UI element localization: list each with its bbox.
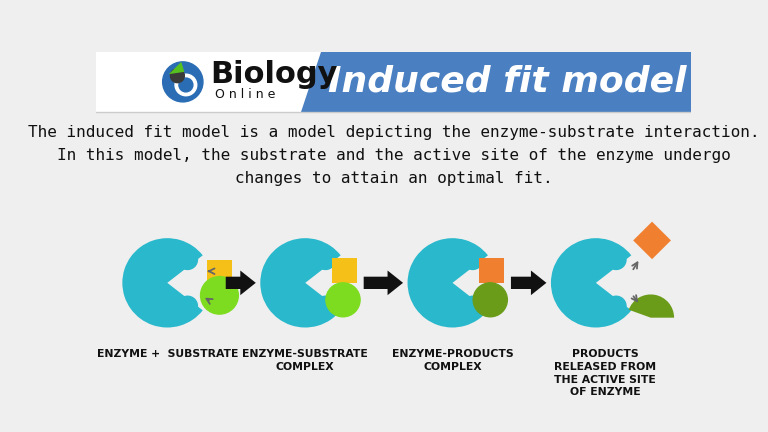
FancyArrow shape <box>511 270 546 295</box>
Circle shape <box>177 296 197 316</box>
Bar <box>333 258 357 283</box>
Circle shape <box>175 74 197 96</box>
Circle shape <box>463 296 482 316</box>
Wedge shape <box>629 295 674 318</box>
Circle shape <box>163 62 203 102</box>
Text: ENZYME-PRODUCTS
COMPLEX: ENZYME-PRODUCTS COMPLEX <box>392 349 513 372</box>
Text: Induced fit model: Induced fit model <box>327 65 686 99</box>
Circle shape <box>316 296 336 316</box>
Text: Biology: Biology <box>210 60 338 89</box>
Text: The induced fit model is a model depicting the enzyme-substrate interaction.
In : The induced fit model is a model depicti… <box>28 125 760 186</box>
Circle shape <box>177 250 197 270</box>
Wedge shape <box>408 238 488 327</box>
Circle shape <box>170 69 184 83</box>
FancyArrow shape <box>364 270 403 295</box>
Wedge shape <box>260 238 341 327</box>
Bar <box>207 260 232 283</box>
Polygon shape <box>169 62 184 74</box>
Circle shape <box>326 283 360 317</box>
Bar <box>479 258 505 283</box>
Circle shape <box>316 250 336 270</box>
Circle shape <box>606 296 626 316</box>
Circle shape <box>617 272 640 294</box>
Circle shape <box>606 250 626 270</box>
Polygon shape <box>633 222 671 259</box>
Polygon shape <box>301 52 691 112</box>
Text: PRODUCTS
RELEASED FROM
THE ACTIVE SITE
OF ENZYME: PRODUCTS RELEASED FROM THE ACTIVE SITE O… <box>554 349 656 397</box>
Circle shape <box>463 250 482 270</box>
Wedge shape <box>122 238 203 327</box>
FancyArrow shape <box>226 270 256 295</box>
Text: ENZYME +  SUBSTRATE: ENZYME + SUBSTRATE <box>97 349 238 359</box>
Circle shape <box>188 272 211 294</box>
Bar <box>96 52 691 112</box>
Circle shape <box>200 276 238 314</box>
Text: ENZYME-SUBSTRATE
COMPLEX: ENZYME-SUBSTRATE COMPLEX <box>243 349 368 372</box>
Circle shape <box>473 283 508 317</box>
Circle shape <box>179 78 193 92</box>
Wedge shape <box>551 238 631 327</box>
Text: O n l i n e: O n l i n e <box>214 88 275 101</box>
